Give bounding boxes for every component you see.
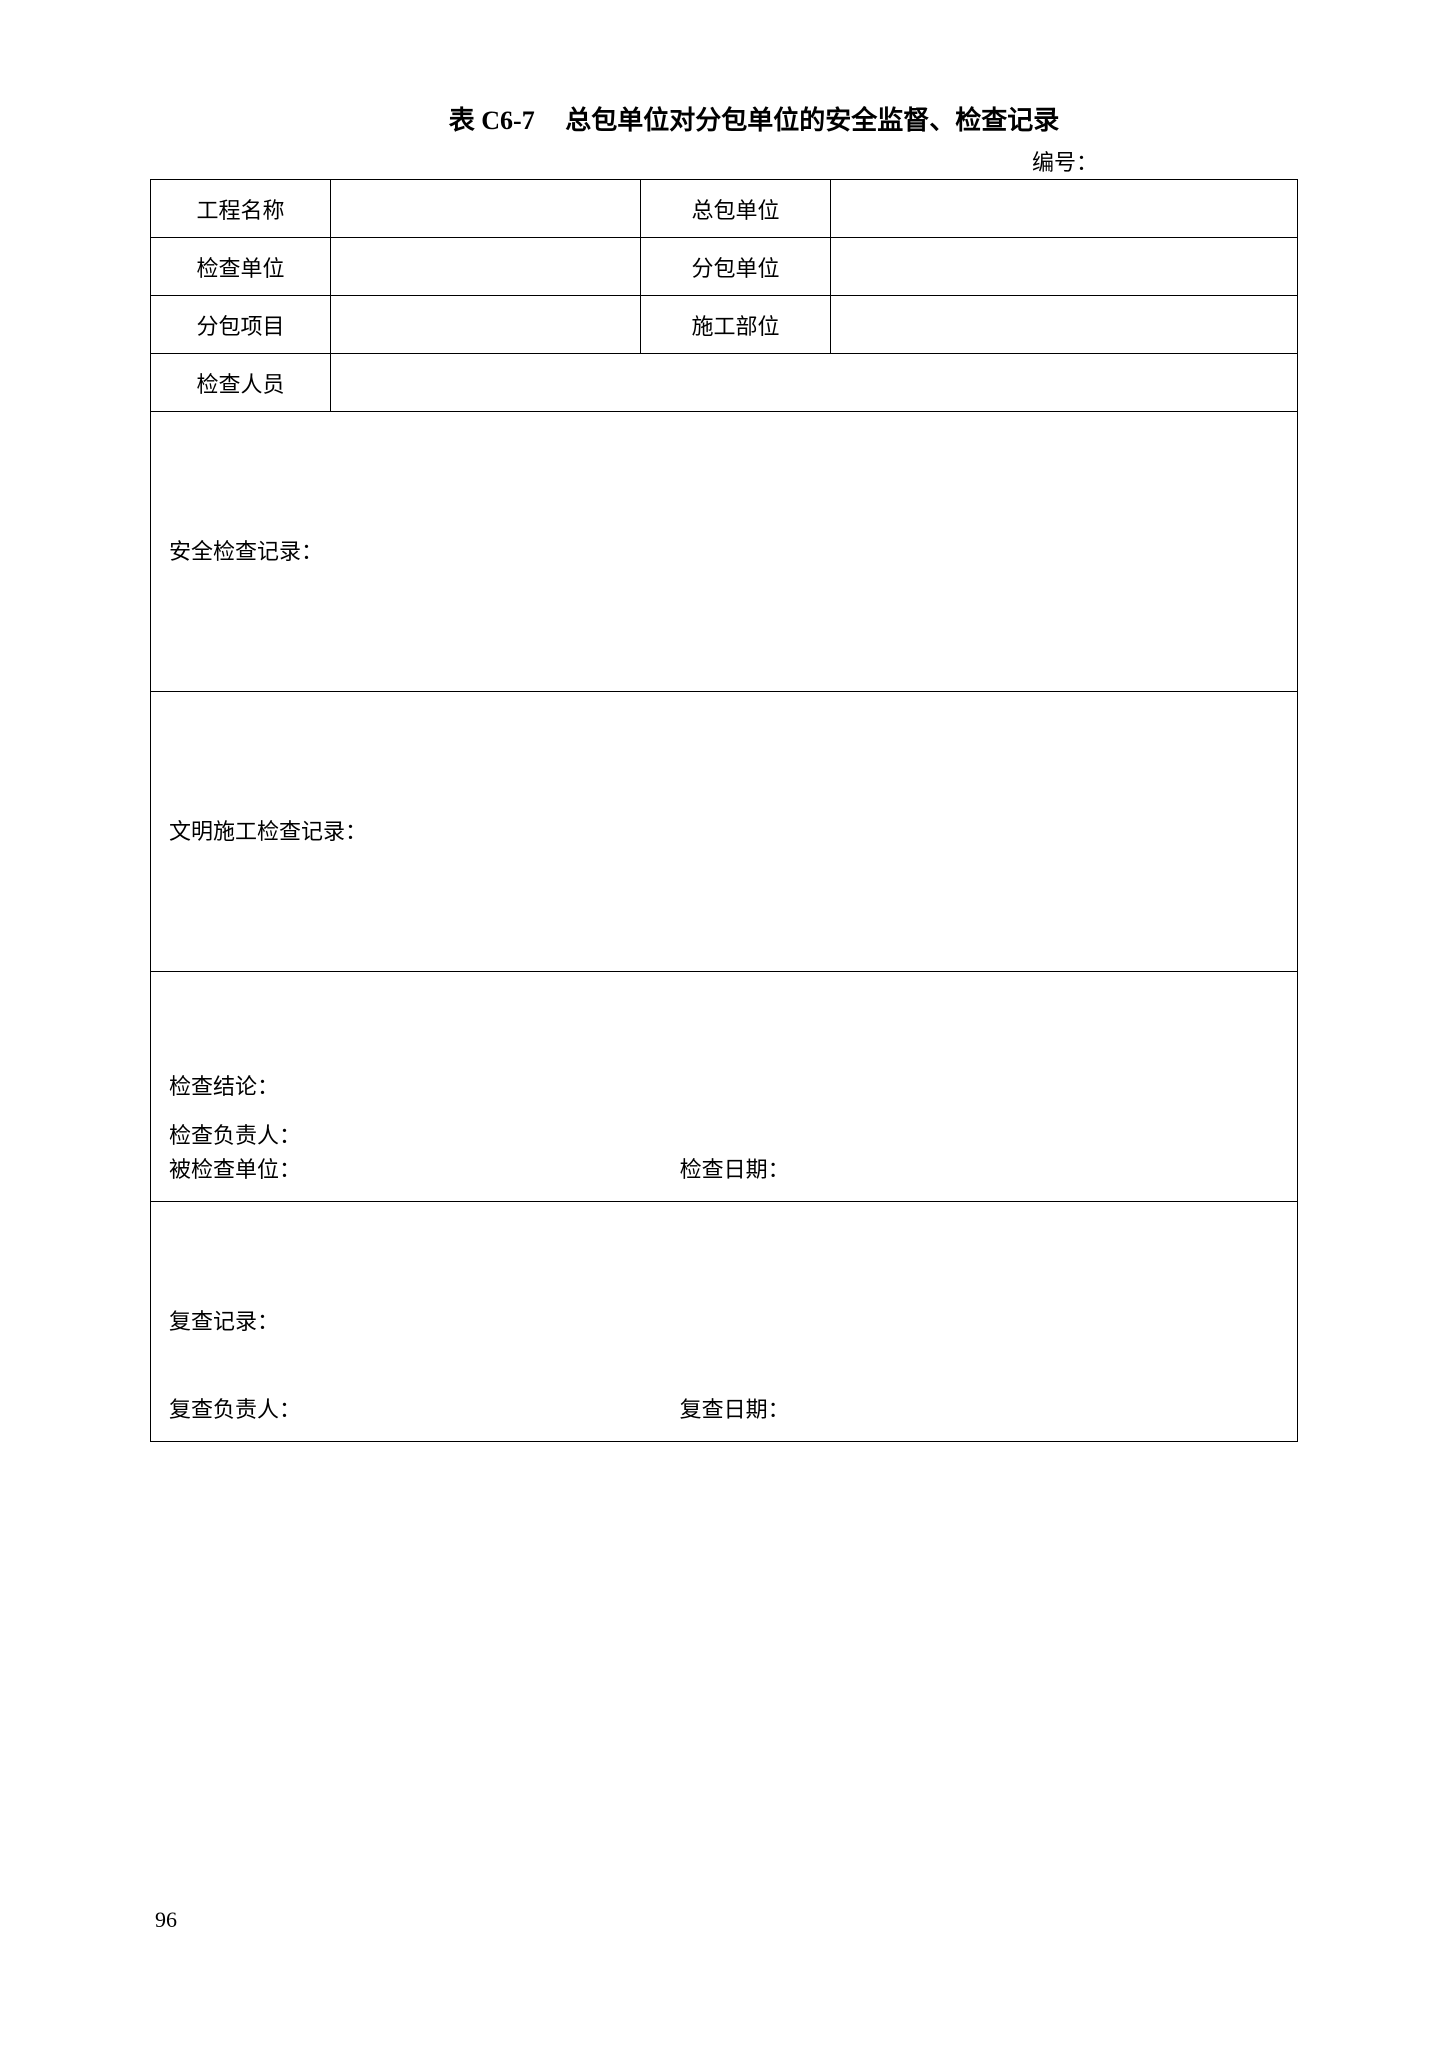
sub-item-label: 分包项目 [151,296,331,354]
title-prefix: 表 C6-7 [449,106,535,135]
safety-record-section: 安全检查记录： [151,412,1298,692]
form-title: 表 C6-7 总包单位对分包单位的安全监督、检查记录 [150,100,1298,137]
conclusion-unit-date-row: 被检查单位： 检查日期： [169,1153,1279,1187]
general-contractor-value [831,180,1298,238]
conclusion-section: 检查结论： 检查负责人： 被检查单位： 检查日期： [151,972,1298,1202]
construct-part-value [831,296,1298,354]
civil-record-section: 文明施工检查记录： [151,692,1298,972]
title-main: 总包单位对分包单位的安全监督、检查记录 [565,106,1059,135]
table-row: 工程名称 总包单位 [151,180,1298,238]
page-container: 表 C6-7 总包单位对分包单位的安全监督、检查记录 编号： 工程名称 总包单位… [0,0,1448,1502]
review-footer: 复查负责人： 复查日期： [169,1393,1279,1427]
sub-contractor-label: 分包单位 [641,238,831,296]
construct-part-label: 施工部位 [641,296,831,354]
page-number: 96 [155,1907,177,1933]
conclusion-footer: 检查负责人： 被检查单位： 检查日期： [169,1119,1279,1187]
review-person-date-row: 复查负责人： 复查日期： [169,1393,1279,1427]
review-label: 复查记录： [169,1305,1279,1339]
safety-record-label: 安全检查记录： [169,535,1279,569]
conclusion-person-label: 检查负责人： [169,1119,1279,1153]
inspect-unit-label: 检查单位 [151,238,331,296]
sub-contractor-value [831,238,1298,296]
inspectors-label: 检查人员 [151,354,331,412]
project-name-value [331,180,641,238]
conclusion-date-label: 检查日期： [680,1153,1279,1187]
serial-number-label: 编号： [150,145,1298,177]
inspectors-value [331,354,1298,412]
civil-record-label: 文明施工检查记录： [169,815,1279,849]
general-contractor-label: 总包单位 [641,180,831,238]
table-row: 检查单位 分包单位 [151,238,1298,296]
review-person-label: 复查负责人： [169,1393,680,1427]
review-date-label: 复查日期： [680,1393,1279,1427]
inspection-form-table: 工程名称 总包单位 检查单位 分包单位 分包项目 施工部位 检查人员 安全检查记… [150,179,1298,1442]
sub-item-value [331,296,641,354]
conclusion-label: 检查结论： [169,1070,1279,1104]
review-section: 复查记录： 复查负责人： 复查日期： [151,1202,1298,1442]
project-name-label: 工程名称 [151,180,331,238]
inspect-unit-value [331,238,641,296]
table-row: 检查人员 [151,354,1298,412]
table-row: 分包项目 施工部位 [151,296,1298,354]
conclusion-unit-label: 被检查单位： [169,1153,680,1187]
